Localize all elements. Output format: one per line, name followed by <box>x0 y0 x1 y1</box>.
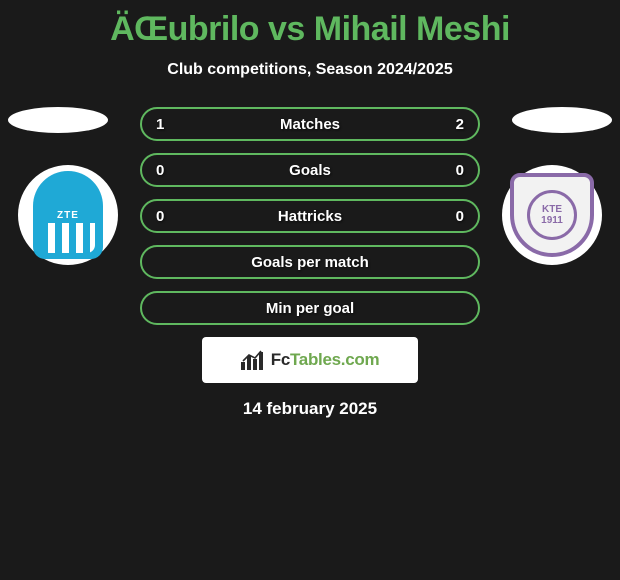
player-slot-left <box>8 107 108 133</box>
page-subtitle: Club competitions, Season 2024/2025 <box>0 61 620 79</box>
brand-prefix: Fc <box>271 350 290 369</box>
zte-badge: ZTE <box>33 171 103 259</box>
comparison-card: ÄŒubrilo vs Mihail Meshi Club competitio… <box>0 0 620 580</box>
brand-box: FcTables.com <box>202 337 418 383</box>
stat-pills: 1 Matches 2 0 Goals 0 0 Hattricks 0 Goal… <box>140 107 480 325</box>
stat-label: Hattricks <box>278 208 342 225</box>
kte-badge: KTE 1911 <box>510 173 594 257</box>
stat-label: Goals per match <box>251 254 369 271</box>
kte-badge-inner: KTE 1911 <box>527 190 577 240</box>
stat-right-value: 0 <box>456 208 464 225</box>
stat-label: Matches <box>280 116 340 133</box>
stat-row-goals: 0 Goals 0 <box>140 153 480 187</box>
bar-chart-icon <box>241 350 265 370</box>
stat-row-hattricks: 0 Hattricks 0 <box>140 199 480 233</box>
stats-area: ZTE KTE 1911 1 Matches 2 0 Goals 0 <box>0 107 620 419</box>
stat-left-value: 0 <box>156 208 164 225</box>
zte-badge-text: ZTE <box>57 210 79 221</box>
stat-left-value: 0 <box>156 162 164 179</box>
stat-row-matches: 1 Matches 2 <box>140 107 480 141</box>
kte-badge-year: 1911 <box>541 215 563 226</box>
page-title: ÄŒubrilo vs Mihail Meshi <box>0 0 620 49</box>
team-logo-left: ZTE <box>18 165 118 265</box>
zte-stripes <box>41 223 95 253</box>
player-slot-right <box>512 107 612 133</box>
stat-row-goals-per-match: Goals per match <box>140 245 480 279</box>
date-line: 14 february 2025 <box>0 399 620 419</box>
team-logo-right: KTE 1911 <box>502 165 602 265</box>
stat-left-value: 1 <box>156 116 164 133</box>
stat-right-value: 2 <box>456 116 464 133</box>
kte-badge-text: KTE <box>542 204 562 215</box>
stat-label: Min per goal <box>266 300 354 317</box>
stat-label: Goals <box>289 162 331 179</box>
stat-right-value: 0 <box>456 162 464 179</box>
brand-text: FcTables.com <box>271 350 380 370</box>
brand-suffix: Tables.com <box>290 350 379 369</box>
stat-row-min-per-goal: Min per goal <box>140 291 480 325</box>
